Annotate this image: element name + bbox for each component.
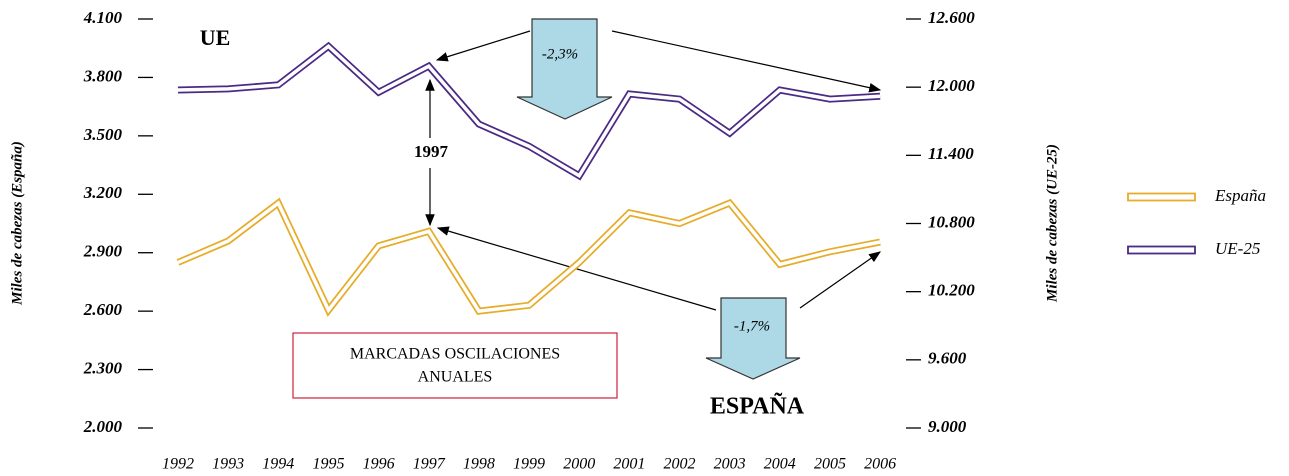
y-tick-label: 3.200: [83, 183, 123, 202]
x-tick-label: 1998: [463, 456, 495, 473]
series-line-inner: [177, 43, 881, 179]
y-tick-label: 3.800: [83, 66, 123, 85]
x-tick-label: 2005: [814, 456, 846, 473]
x-tick-label: 1995: [312, 456, 344, 473]
y-tick-label: 2.300: [83, 358, 123, 377]
y2-tick-label: 11.400: [928, 144, 974, 163]
x-tick-label: 2003: [714, 456, 746, 473]
x-tick-label: 1996: [363, 456, 395, 473]
annotation: -2,3%: [542, 46, 578, 62]
x-tick-label: 1994: [262, 456, 294, 473]
down-arrow: [516, 18, 613, 120]
y-tick-label: 2.600: [83, 300, 123, 319]
annotation: MARCADAS OSCILACIONES: [350, 346, 560, 363]
y-tick-label: 2.000: [83, 417, 123, 436]
annotation: 1997: [414, 142, 449, 161]
arrow: [435, 30, 531, 62]
down-arrow: [705, 297, 801, 380]
legend-label: UE-25: [1215, 239, 1260, 258]
x-tick-label: 1999: [513, 456, 545, 473]
x-tick-label: 1992: [162, 456, 194, 473]
annotation: ANUALES: [418, 369, 493, 386]
y2-axis-label: Miles de cabezas (UE-25): [1044, 144, 1060, 303]
annotation-shapes: [292, 18, 882, 399]
arrow: [799, 251, 881, 309]
x-tick-label: 2004: [764, 456, 796, 473]
y2-tick-label: 9.600: [928, 349, 967, 368]
series-line: [177, 41, 881, 181]
annotation: -1,7%: [734, 318, 770, 334]
legend-swatch: [1127, 245, 1196, 255]
y2-tick-label: 12.600: [928, 8, 975, 27]
x-tick-label: 2006: [864, 456, 896, 473]
annotation: ESPAÑA: [710, 394, 805, 420]
y2-tick-label: 10.800: [928, 212, 975, 231]
arrow: [436, 226, 717, 311]
legend-label: España: [1214, 186, 1266, 205]
note-box: [292, 332, 618, 399]
annotation: UE: [200, 25, 231, 50]
x-tick-label: 2002: [664, 456, 696, 473]
y-tick-label: 2.900: [83, 242, 123, 261]
legend-swatch: [1127, 192, 1196, 202]
x-tick-label: 1997: [413, 456, 446, 473]
y-axis-label: Miles de cabezas (España): [9, 141, 25, 306]
y2-tick-label: 9.000: [928, 417, 967, 436]
x-tick-label: 2000: [563, 456, 595, 473]
y-tick-label: 3.500: [83, 125, 123, 144]
y2-tick-label: 12.000: [928, 76, 975, 95]
y-tick-label: 4.100: [83, 8, 123, 27]
arrow: [611, 30, 882, 93]
x-tick-label: 2001: [613, 456, 645, 473]
y2-tick-label: 10.200: [928, 281, 975, 300]
series-line-inner: [177, 200, 881, 314]
x-tick-label: 1993: [212, 456, 244, 473]
